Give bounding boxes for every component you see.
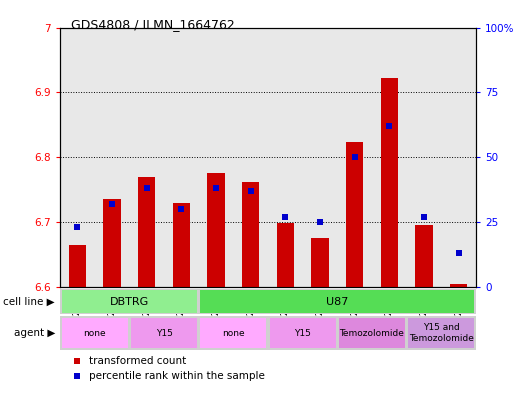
Bar — [104, 199, 121, 287]
Bar — [311, 238, 328, 287]
Text: cell line ▶: cell line ▶ — [3, 297, 55, 307]
Text: Y15 and
Temozolomide: Y15 and Temozolomide — [409, 323, 474, 343]
Bar — [138, 177, 155, 287]
Bar — [415, 225, 433, 287]
Bar — [381, 78, 398, 287]
Text: none: none — [222, 329, 245, 338]
Text: GDS4808 / ILMN_1664762: GDS4808 / ILMN_1664762 — [71, 18, 234, 31]
Bar — [277, 223, 294, 287]
Text: transformed count: transformed count — [89, 356, 187, 366]
Bar — [242, 182, 259, 287]
Bar — [173, 202, 190, 287]
Bar — [270, 318, 336, 348]
Bar — [450, 284, 467, 287]
Bar — [62, 318, 128, 348]
Bar — [62, 290, 197, 313]
Bar — [200, 318, 266, 348]
Bar — [200, 290, 474, 313]
Text: U87: U87 — [326, 297, 348, 307]
Text: DBTRG: DBTRG — [110, 297, 149, 307]
Text: Y15: Y15 — [156, 329, 173, 338]
Bar — [69, 245, 86, 287]
Text: percentile rank within the sample: percentile rank within the sample — [89, 371, 265, 381]
Bar — [408, 318, 474, 348]
Text: agent ▶: agent ▶ — [14, 328, 55, 338]
Text: none: none — [84, 329, 106, 338]
Bar — [208, 173, 225, 287]
Bar — [131, 318, 197, 348]
Bar — [339, 318, 405, 348]
Bar — [346, 142, 363, 287]
Text: Temozolomide: Temozolomide — [339, 329, 404, 338]
Text: Y15: Y15 — [294, 329, 311, 338]
